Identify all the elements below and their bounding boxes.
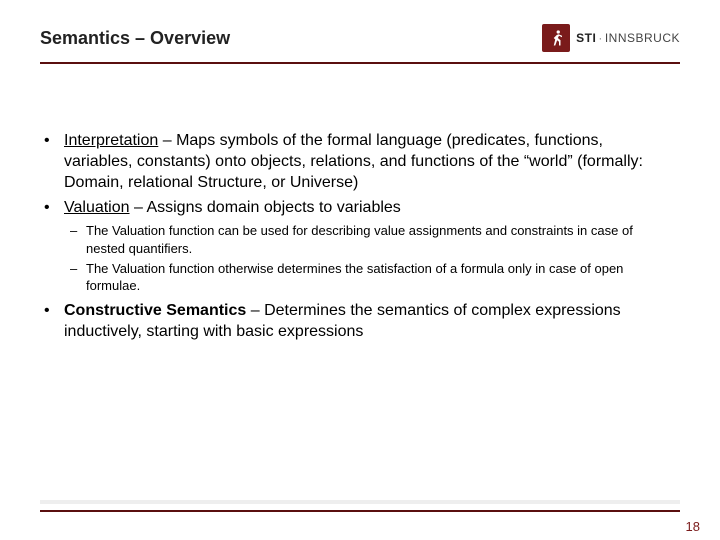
sub-bullet-list: The Valuation function can be used for d…	[64, 222, 670, 294]
logo-text-prefix: STI	[576, 31, 596, 45]
term: Valuation	[64, 199, 130, 216]
runner-icon	[547, 29, 565, 47]
footer-rule	[40, 510, 680, 512]
term: Interpretation	[64, 132, 158, 149]
page-number: 18	[686, 519, 700, 534]
logo-badge	[542, 24, 570, 52]
slide-title: Semantics – Overview	[40, 28, 230, 49]
slide: Semantics – Overview STI·INNSBRUCK Inter…	[0, 0, 720, 540]
logo-text-suffix: INNSBRUCK	[605, 31, 680, 45]
slide-content: Interpretation – Maps symbols of the for…	[40, 130, 670, 346]
term: Constructive Semantics	[64, 302, 246, 319]
list-item: Valuation – Assigns domain objects to va…	[40, 197, 670, 294]
list-item: Constructive Semantics – Determines the …	[40, 300, 670, 342]
sub-list-item: The Valuation function otherwise determi…	[64, 260, 670, 294]
sub-list-item: The Valuation function can be used for d…	[64, 222, 670, 256]
list-item: Interpretation – Maps symbols of the for…	[40, 130, 670, 193]
logo-text: STI·INNSBRUCK	[576, 31, 680, 45]
title-row: Semantics – Overview STI·INNSBRUCK	[40, 24, 680, 52]
bullet-list: Interpretation – Maps symbols of the for…	[40, 130, 670, 342]
header-rule	[40, 62, 680, 64]
term-rest: – Assigns domain objects to variables	[130, 199, 401, 216]
slide-header: Semantics – Overview STI·INNSBRUCK	[0, 0, 720, 52]
footer-shade	[40, 500, 680, 504]
logo: STI·INNSBRUCK	[542, 24, 680, 52]
logo-text-sep: ·	[598, 31, 603, 45]
